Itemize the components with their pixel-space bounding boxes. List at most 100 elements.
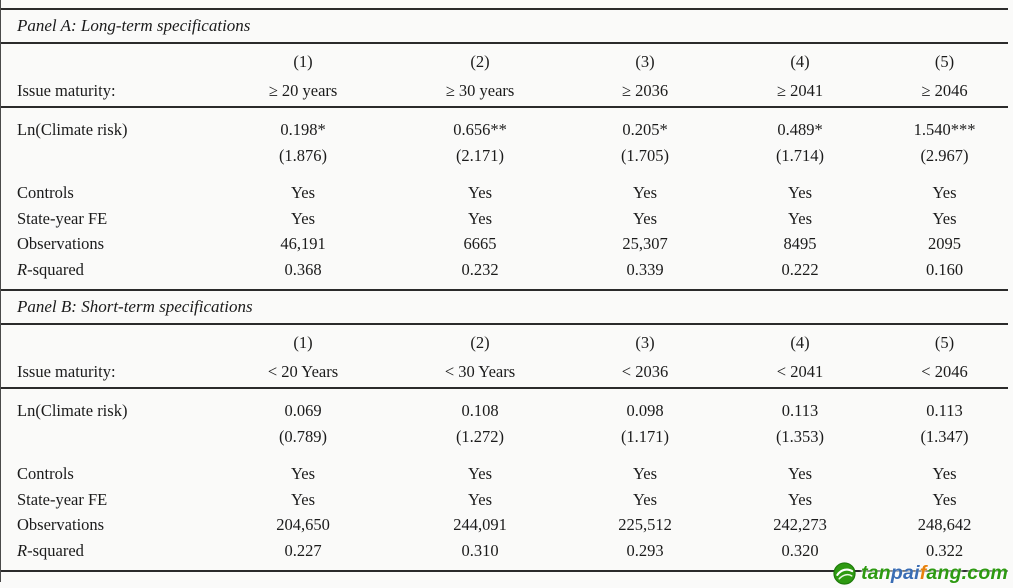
cell-value: 25,307 [622, 234, 668, 253]
maturity-header: < 2036 [621, 362, 669, 381]
coefficient-value: 0.489* [777, 120, 823, 139]
cell-value: 225,512 [618, 515, 672, 534]
maturity-header: ≥ 30 years [445, 81, 515, 100]
cell-value: Yes [932, 183, 957, 202]
column-number: (5) [934, 333, 955, 352]
table-row-coefficient: Ln(Climate risk) 0.198* 0.656** 0.205* 0… [0, 117, 1013, 143]
tstat-value: (2.171) [455, 146, 505, 165]
cell-value: Yes [290, 489, 315, 509]
panel-b-body: Ln(Climate risk) 0.069 0.108 0.098 0.113… [0, 389, 1013, 570]
tstat-value: (1.714) [775, 146, 825, 165]
tstat-value: (1.272) [455, 427, 505, 446]
cell-value: 0.339 [626, 260, 664, 279]
cell-value: Yes [932, 464, 957, 483]
tstat-value: (1.876) [278, 146, 328, 165]
issue-maturity-label: Issue maturity: [17, 81, 116, 100]
cell-value: 0.293 [626, 541, 664, 560]
table-rule [0, 387, 1008, 389]
row-label: State-year FE [17, 208, 108, 228]
table-row-tstat: (0.789) (1.272) (1.171) (1.353) (1.347) [0, 424, 1013, 450]
tstat-value: (1.705) [620, 146, 670, 165]
watermark-text-part: ang.com [926, 562, 1008, 584]
row-label: Ln(Climate risk) [17, 120, 128, 139]
cell-value: Yes [932, 489, 957, 509]
table-row-observations: Observations 46,191 6665 25,307 8495 209… [0, 231, 1013, 257]
watermark-text: tanpaifang.com [861, 562, 1008, 585]
cell-value: Yes [467, 464, 492, 483]
cell-value: 6665 [463, 234, 497, 253]
column-number: (1) [293, 333, 313, 352]
cell-value: Yes [290, 464, 315, 483]
table-row-tstat: (1.876) (2.171) (1.705) (1.714) (2.967) [0, 143, 1013, 169]
table-row-r-squared: R-squared 0.227 0.310 0.293 0.320 0.322 [0, 538, 1013, 564]
column-number: (1) [293, 52, 313, 71]
coefficient-value: 0.113 [781, 401, 819, 420]
table-rule [0, 289, 1008, 291]
row-label: Controls [17, 183, 74, 202]
watermark-text-part: f [919, 562, 927, 584]
cell-value: Yes [787, 464, 812, 483]
panel-a-body: Ln(Climate risk) 0.198* 0.656** 0.205* 0… [0, 108, 1013, 289]
tstat-value: (1.353) [775, 427, 825, 446]
cell-value: 46,191 [280, 234, 326, 253]
table-row-controls: Controls Yes Yes Yes Yes Yes [0, 461, 1013, 487]
column-number: (2) [470, 52, 490, 71]
maturity-header: < 20 Years [267, 362, 339, 381]
watermark: tanpaifang.com [833, 562, 1008, 585]
cell-value: 0.232 [461, 260, 499, 279]
panel-b-header: (1) (2) (3) (4) (5) Issue maturity: < 20… [0, 325, 1013, 387]
cell-value: 0.160 [925, 260, 964, 279]
cell-value: Yes [290, 208, 315, 228]
row-label: Observations [17, 234, 105, 253]
cell-value: 204,650 [276, 515, 330, 534]
maturity-header: ≥ 2036 [621, 81, 669, 100]
cell-value: Yes [632, 464, 657, 483]
cell-value: 0.310 [461, 541, 499, 560]
tstat-value: (1.347) [920, 427, 969, 446]
table-row-state-year-fe: State-year FE Yes Yes Yes Yes Yes [0, 206, 1013, 231]
tstat-value: (2.967) [920, 146, 969, 165]
cell-value: 248,642 [917, 515, 972, 534]
tstat-value: (0.789) [278, 427, 328, 446]
cell-value: 244,091 [453, 515, 507, 534]
row-gap [0, 169, 1013, 180]
coefficient-value: 0.205* [622, 120, 668, 139]
column-number: (4) [790, 52, 810, 71]
table-rule [0, 42, 1008, 44]
cell-value: 0.368 [284, 260, 322, 279]
panel-a-long-term: Panel A: Long-term specifications (1) (2… [0, 8, 1013, 289]
cell-value: 0.322 [925, 541, 964, 560]
row-label: R-squared [17, 260, 84, 279]
coefficient-value: 0.098 [626, 401, 664, 420]
cell-value: Yes [632, 489, 657, 509]
cell-value: Yes [632, 208, 657, 228]
column-number: (3) [635, 52, 655, 71]
table-row-observations: Observations 204,650 244,091 225,512 242… [0, 512, 1013, 538]
row-gap [0, 450, 1013, 461]
cell-value: Yes [290, 183, 315, 202]
table-rule [0, 106, 1008, 108]
cell-value: 242,273 [773, 515, 827, 534]
maturity-header: < 30 Years [444, 362, 516, 381]
cell-value: Yes [467, 208, 492, 228]
coefficient-value: 1.540*** [913, 120, 976, 139]
cell-value: Yes [467, 183, 492, 202]
panel-a-title: Panel A: Long-term specifications [17, 16, 251, 35]
panel-a-header: (1) (2) (3) (4) (5) Issue maturity: ≥ 20… [0, 44, 1013, 106]
table-row-r-squared: R-squared 0.368 0.232 0.339 0.222 0.160 [0, 257, 1013, 283]
coefficient-value: 0.069 [284, 401, 322, 420]
cell-value: 2095 [928, 234, 961, 253]
coefficient-value: 0.198* [280, 120, 326, 139]
coefficient-value: 0.108 [461, 401, 499, 420]
column-number: (3) [635, 333, 655, 352]
row-label: R-squared [17, 541, 84, 560]
cell-value: Yes [787, 208, 812, 228]
watermark-text-part: tan [861, 562, 891, 584]
panel-b-short-term: Panel B: Short-term specifications (1) (… [0, 289, 1013, 570]
cell-value: 8495 [783, 234, 817, 253]
panel-b-title: Panel B: Short-term specifications [17, 297, 253, 316]
row-label: Ln(Climate risk) [17, 401, 128, 420]
table-rule [0, 323, 1008, 325]
cell-value: Yes [632, 183, 657, 202]
